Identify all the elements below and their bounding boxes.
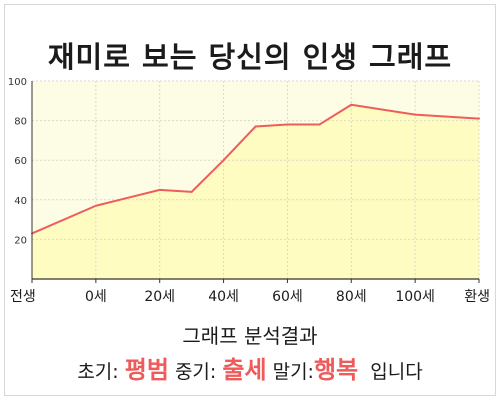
early-label: 초기: (77, 361, 119, 383)
data-point (318, 123, 321, 126)
late-value: 행복 (313, 356, 359, 384)
data-point (350, 103, 353, 106)
data-point (414, 113, 417, 116)
data-point (254, 125, 257, 128)
data-point (94, 204, 97, 207)
middle-label: 중기: (174, 361, 217, 383)
data-point (286, 123, 289, 126)
analysis-heading: 그래프 분석결과 (182, 324, 318, 348)
data-point (158, 188, 161, 191)
data-point (222, 159, 225, 162)
chart-title: 재미로 보는 당신의 인생 그래프 (47, 40, 453, 74)
x-tick-label: 80세 (336, 289, 367, 305)
x-tick-label: 40세 (208, 289, 239, 305)
area-fill (32, 104, 479, 279)
y-tick-label: 20 (14, 235, 27, 246)
x-tick-label: 100세 (395, 289, 435, 305)
x-tick-label: 20세 (144, 289, 175, 305)
y-tick-label: 60 (14, 156, 27, 167)
y-tick-label: 80 (14, 117, 27, 128)
data-point (190, 190, 193, 193)
data-point (478, 117, 480, 120)
x-tick-label: 전생 (10, 289, 36, 305)
late-label: 말기: (272, 361, 314, 383)
y-tick-label: 100 (8, 77, 27, 88)
analysis-result-line: 초기: 평범 중기: 출세 말기:행복 입니다 (0, 350, 500, 385)
middle-value: 출세 (222, 356, 267, 384)
x-tick-label: 0세 (85, 289, 107, 305)
y-tick-label: 40 (14, 196, 27, 207)
x-tick-label: 환생 (464, 289, 490, 305)
early-value: 평범 (124, 356, 169, 384)
ending-text: 입니다 (370, 361, 423, 383)
x-tick-label: 60세 (272, 289, 303, 305)
